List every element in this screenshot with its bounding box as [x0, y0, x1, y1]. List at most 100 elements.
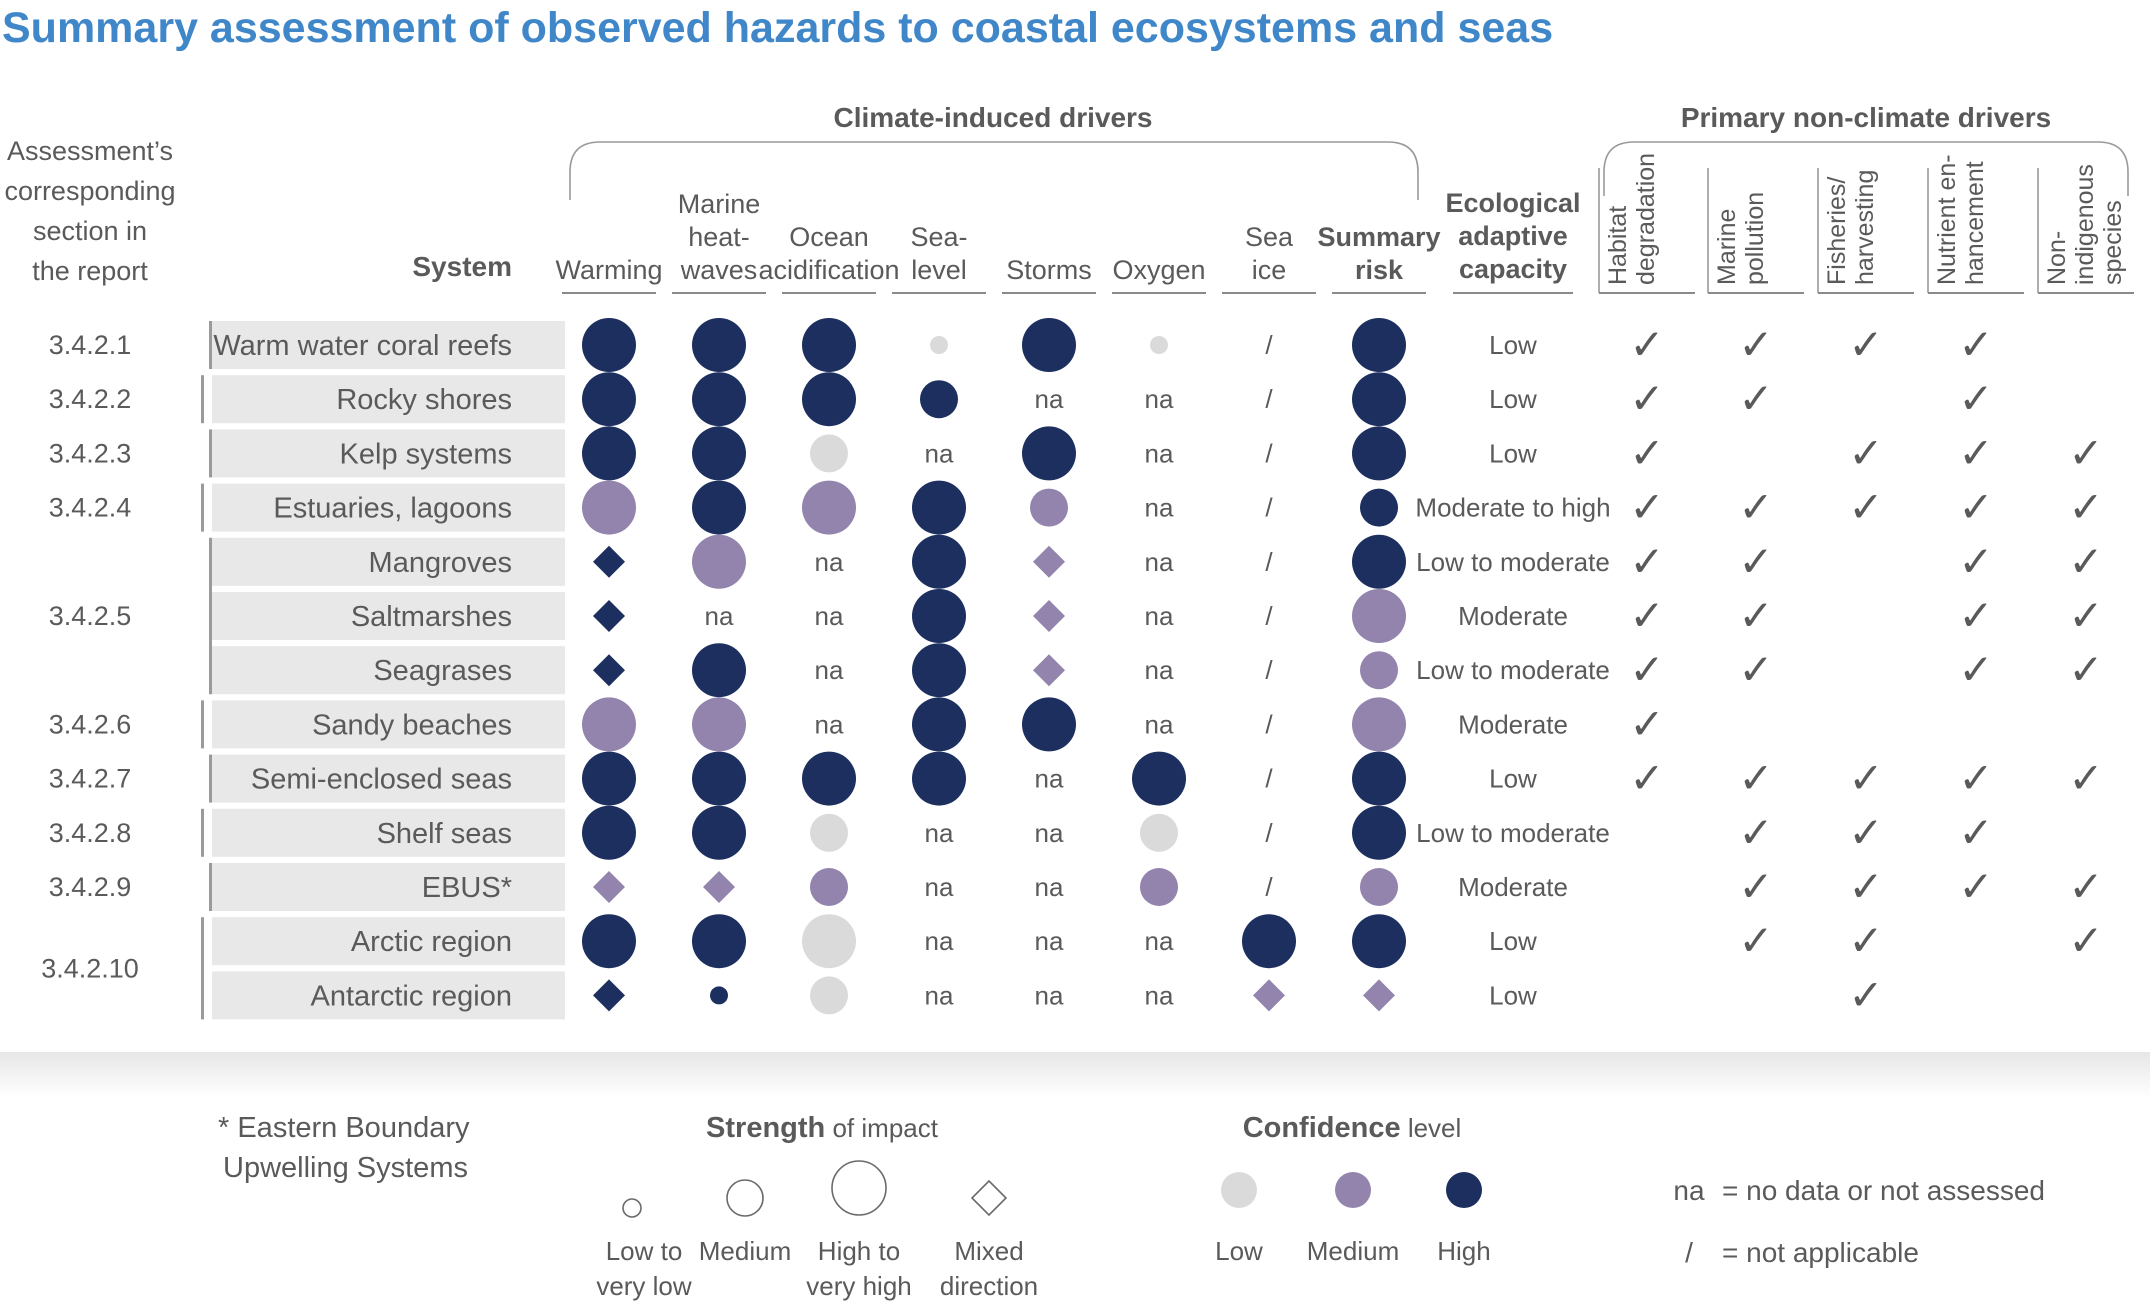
- na-label: na: [1035, 384, 1064, 414]
- high-impact-circle-marker: [582, 697, 636, 752]
- adaptive-capacity-value: Low: [1489, 980, 1537, 1010]
- driver-checkmark: ✓: [1738, 646, 1773, 693]
- adaptive-capacity-header: capacity: [1459, 254, 1567, 284]
- medium-impact-circle-marker: [1360, 651, 1398, 690]
- adaptive-capacity-value: Moderate: [1458, 709, 1568, 739]
- high-impact-circle-marker: [1352, 697, 1406, 752]
- na-label: na: [1145, 601, 1174, 631]
- section-number: 3.4.2.5: [49, 601, 132, 631]
- table-row: EBUS* na na / Moderate ✓ ✓ ✓ ✓: [212, 863, 2104, 911]
- high-impact-circle-marker: [1242, 914, 1296, 969]
- table-row: Seagrases na na / Low to moderate ✓ ✓ ✓ ✓: [212, 643, 2104, 698]
- driver-column-header: Sea-: [910, 222, 967, 252]
- system-label-band: [212, 808, 565, 857]
- section-bracket-bar: [209, 863, 212, 911]
- medium-impact-circle-marker: [810, 976, 848, 1015]
- driver-checkmark: ✓: [1958, 809, 1993, 856]
- mixed-direction-diamond-marker: [1363, 979, 1395, 1012]
- medium-impact-circle-marker: [810, 868, 848, 906]
- assessment-table: 3.4.2.1 3.4.2.2 3.4.2.3 3.4.2.4 3.4.2.5 3.4.2…: [41, 318, 2104, 1020]
- na-label: na: [815, 655, 844, 685]
- mixed-direction-legend-diamond: [970, 1179, 1008, 1217]
- driver-column-header: acidification: [758, 255, 899, 285]
- table-row: Mangroves na na / Low to moderate ✓ ✓ ✓ ✓: [212, 534, 2104, 589]
- driver-checkmark: ✓: [1629, 375, 1664, 422]
- mixed-direction-diamond-marker: [1253, 979, 1285, 1012]
- driver-checkmark: ✓: [1958, 646, 1993, 693]
- header: Climate-induced drivers Primary non-clima…: [4, 102, 2134, 294]
- non-climate-column-header: Nutrient en-: [1933, 154, 1961, 285]
- driver-checkmark: ✓: [1848, 809, 1883, 856]
- driver-column-header: ice: [1252, 255, 1287, 285]
- driver-checkmark: ✓: [1848, 429, 1883, 476]
- driver-checkmark: ✓: [1738, 917, 1773, 964]
- system-name: Antarctic region: [311, 980, 513, 1012]
- non-climate-column-header: Fisheries/: [1823, 177, 1851, 285]
- na-label: na: [1035, 980, 1064, 1010]
- high-impact-circle-marker: [1132, 751, 1186, 806]
- high-impact-circle-marker: [692, 914, 746, 969]
- high-impact-circle-marker: [1022, 318, 1076, 372]
- system-label-band: [212, 700, 565, 749]
- strength-legend-label: Medium: [699, 1236, 791, 1266]
- adaptive-capacity-value: Low: [1489, 438, 1537, 468]
- na-label: na: [1145, 438, 1174, 468]
- section-number: 3.4.2.10: [41, 953, 139, 983]
- high-impact-circle-marker: [1022, 426, 1076, 481]
- driver-checkmark: ✓: [1958, 429, 1993, 476]
- high-impact-circle-marker: [1352, 372, 1406, 427]
- high-impact-circle-marker: [582, 751, 636, 806]
- section-header-line: Assessment’s: [7, 136, 173, 166]
- driver-checkmark: ✓: [1738, 592, 1773, 639]
- driver-column-header: Storms: [1006, 255, 1092, 285]
- table-row: Semi-enclosed seas na / Low ✓ ✓ ✓ ✓ ✓: [212, 751, 2104, 806]
- non-climate-column-header: Habitat: [1604, 206, 1632, 285]
- not-applicable-label: /: [1265, 547, 1273, 577]
- section-bracket-bar: [201, 808, 204, 857]
- section-bracket-bar: [201, 375, 204, 424]
- system-label-band: [212, 537, 565, 586]
- na-label: na: [1145, 493, 1174, 523]
- high-impact-circle-marker: [692, 751, 746, 806]
- na-label: na: [1145, 547, 1174, 577]
- medium-impact-circle-marker: [1140, 868, 1178, 906]
- system-label-band: [212, 646, 565, 695]
- high-impact-circle-marker: [582, 372, 636, 427]
- na-label: na: [925, 926, 954, 956]
- medium-impact-circle-marker: [1360, 488, 1398, 527]
- na-label: na: [1145, 980, 1174, 1010]
- table-row: Shelf seas na na / Low to moderate ✓ ✓ ✓: [212, 805, 1994, 860]
- driver-checkmark: ✓: [1958, 375, 1993, 422]
- mixed-direction-diamond-marker: [703, 871, 735, 903]
- adaptive-capacity-value: Moderate: [1458, 601, 1568, 631]
- system-name: Semi-enclosed seas: [251, 764, 512, 796]
- adaptive-capacity-value: Moderate: [1458, 872, 1568, 902]
- na-label: na: [815, 547, 844, 577]
- summary-risk-header: Summary: [1317, 222, 1440, 252]
- system-header: System: [412, 251, 512, 282]
- driver-checkmark: ✓: [1958, 321, 1993, 368]
- driver-column-header: Ocean: [789, 222, 869, 252]
- not-applicable-label: /: [1265, 709, 1273, 739]
- na-label: na: [1145, 655, 1174, 685]
- confidence-legend-label: High: [1437, 1236, 1490, 1266]
- driver-checkmark: ✓: [1629, 429, 1664, 476]
- high-impact-circle-marker: [582, 426, 636, 481]
- na-label: na: [1035, 818, 1064, 848]
- driver-checkmark: ✓: [2068, 592, 2103, 639]
- mixed-direction-diamond-marker: [593, 545, 625, 578]
- table-row: Estuaries, lagoons na / Moderate to high ✓ ✓ ✓…: [212, 480, 2104, 535]
- summary-risk-header: risk: [1355, 255, 1404, 285]
- high-strength-legend-circle: [831, 1160, 887, 1216]
- high-impact-circle-marker: [1022, 697, 1076, 752]
- na-label: na: [925, 872, 954, 902]
- driver-column-header: waves: [680, 255, 758, 285]
- driver-column-header: Oxygen: [1112, 255, 1205, 285]
- high-confidence-legend-swatch: [1446, 1172, 1482, 1208]
- section-number: 3.4.2.1: [49, 330, 132, 360]
- driver-checkmark: ✓: [1738, 755, 1773, 802]
- climate-drivers-label: Climate-induced drivers: [834, 102, 1153, 133]
- adaptive-capacity-value: Low: [1489, 330, 1537, 360]
- driver-checkmark: ✓: [2068, 429, 2103, 476]
- system-label-band: [212, 375, 565, 424]
